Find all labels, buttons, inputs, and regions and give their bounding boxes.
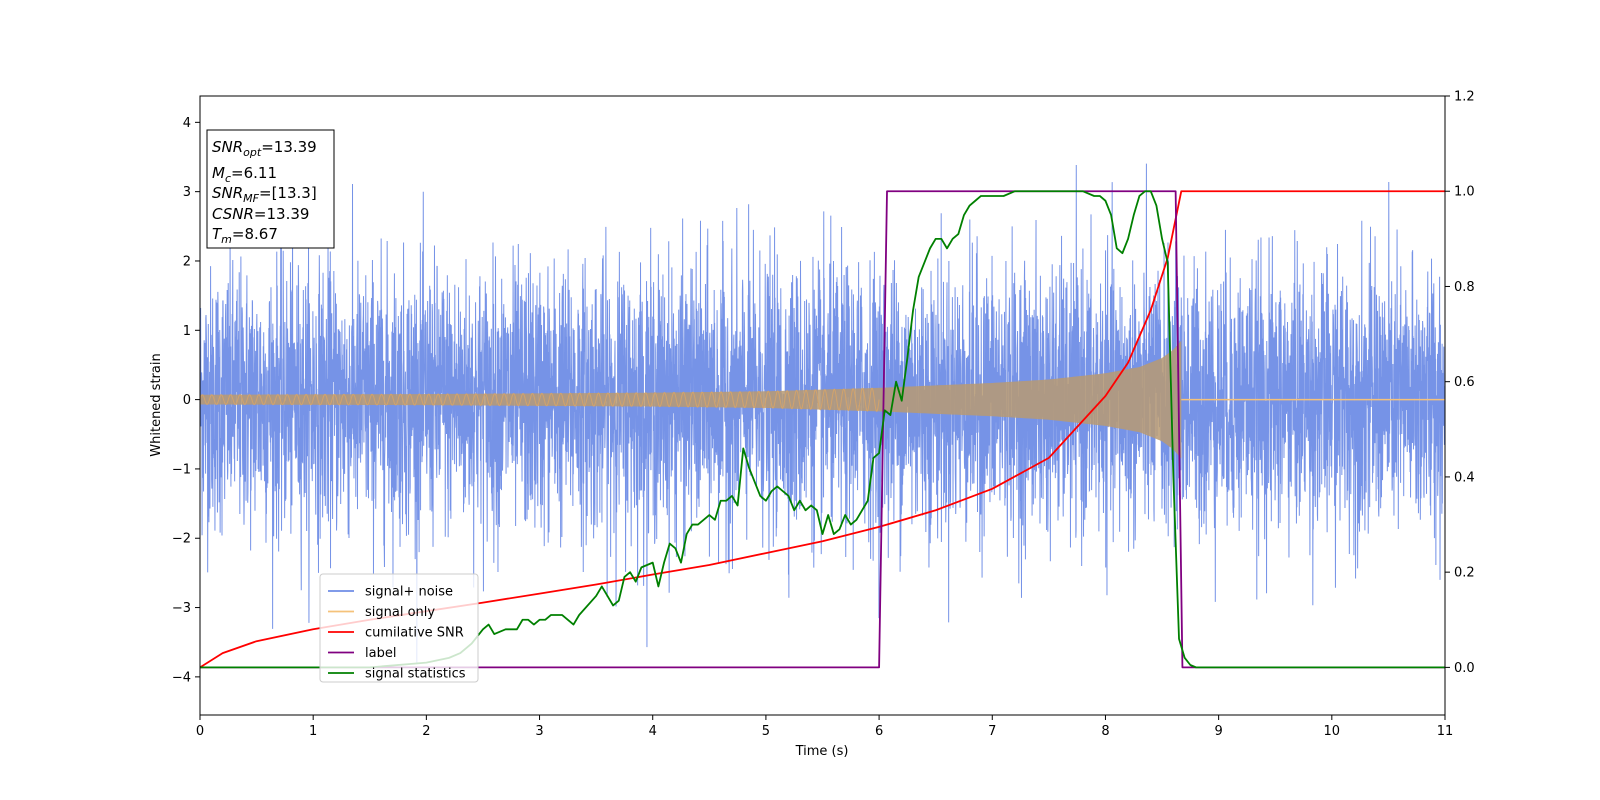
x-tick-label: 8 — [1101, 724, 1109, 739]
x-tick-label: 9 — [1214, 724, 1222, 739]
x-tick-label: 4 — [649, 724, 657, 739]
series-signal-noise — [200, 163, 1445, 665]
y-left-tick-label: 2 — [183, 254, 191, 269]
y-left-tick-label: −1 — [172, 462, 191, 477]
y-left-tick-label: 3 — [183, 185, 191, 200]
y-right-tick-label: 1.0 — [1454, 185, 1475, 200]
x-tick-label: 7 — [988, 724, 996, 739]
annotation-csnr: CSNR=13.39 — [212, 205, 309, 223]
y-left-tick-label: −3 — [172, 601, 191, 616]
x-tick-label: 6 — [875, 724, 883, 739]
series-signal-statistics — [200, 190, 1445, 669]
y-left-tick-label: −2 — [172, 532, 191, 547]
x-tick-label: 5 — [762, 724, 770, 739]
x-axis-ticks: 0 1 2 3 4 5 6 7 8 9 10 11 — [196, 715, 1453, 739]
y-left-tick-label: 0 — [183, 393, 191, 408]
y-axis-right-ticks: 1.2 1.0 0.8 0.6 0.4 0.2 0.0 — [1445, 90, 1475, 676]
annotation-box: SNRopt=13.39 Mc=6.11 SNRMF=[13.3] CSNR=1… — [206, 129, 335, 249]
signal-statistics-line — [200, 190, 1445, 669]
annotation-tm: Tm=8.67 — [212, 225, 278, 246]
signal-noise-line — [200, 163, 1445, 665]
x-tick-label: 10 — [1324, 724, 1341, 739]
legend-label: cumilative SNR — [365, 626, 464, 641]
y-left-tick-label: 4 — [183, 116, 191, 131]
x-tick-label: 1 — [309, 724, 317, 739]
y-right-tick-label: 0.6 — [1454, 375, 1475, 390]
signal-only-line — [200, 387, 880, 413]
legend-label: label — [365, 646, 396, 661]
y-axis-label: Whitened strain — [149, 353, 164, 456]
axes-frame — [199, 95, 1446, 716]
legend-label: signal only — [365, 605, 435, 620]
legend-label: signal+ noise — [365, 585, 453, 600]
annotation-snr-mf: SNRMF=[13.3] — [212, 184, 317, 205]
y-right-tick-label: 0.0 — [1454, 661, 1475, 676]
x-tick-label: 0 — [196, 724, 204, 739]
y-left-tick-label: −4 — [172, 670, 191, 685]
x-tick-label: 3 — [535, 724, 543, 739]
y-left-tick-label: 1 — [183, 324, 191, 339]
y-right-tick-label: 1.2 — [1454, 90, 1475, 105]
annotation-mc: Mc=6.11 — [212, 164, 277, 185]
y-right-tick-label: 0.8 — [1454, 280, 1475, 295]
x-axis-label: Time (s) — [795, 744, 849, 759]
legend-label: signal statistics — [365, 667, 466, 682]
y-axis-left-ticks: 4 3 2 1 0 −1 −2 −3 −4 — [172, 116, 200, 685]
legend: signal+ noise signal only cumilative SNR la… — [319, 573, 479, 683]
y-right-tick-label: 0.4 — [1454, 470, 1475, 485]
series-signal-only — [200, 340, 1445, 459]
y-right-tick-label: 0.2 — [1454, 566, 1475, 581]
annotation-snr-opt: SNRopt=13.39 — [212, 138, 317, 159]
x-tick-label: 2 — [422, 724, 430, 739]
x-tick-label: 11 — [1437, 724, 1454, 739]
